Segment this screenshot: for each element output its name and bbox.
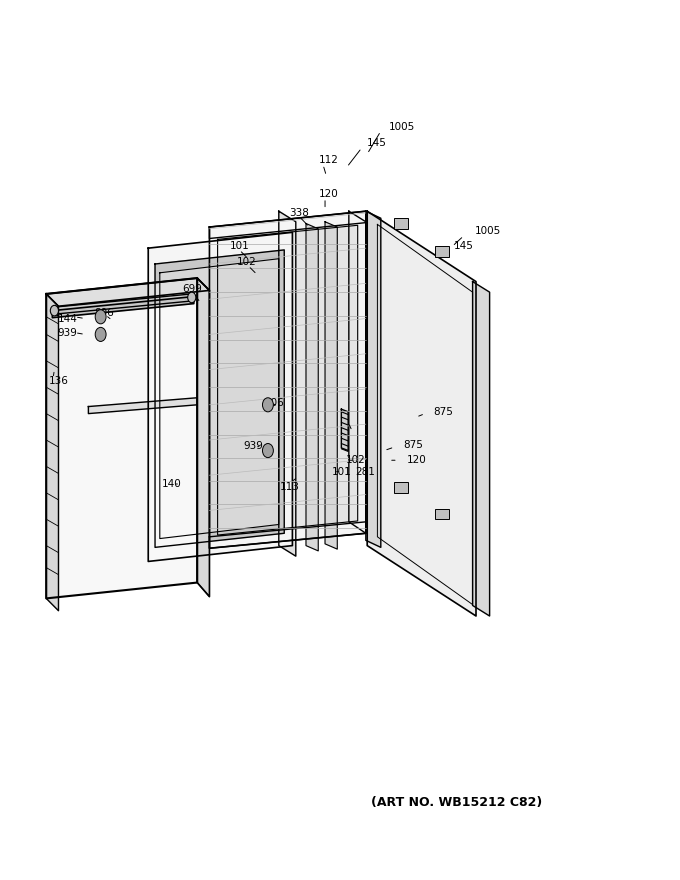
- Polygon shape: [218, 225, 358, 535]
- Polygon shape: [46, 294, 58, 611]
- Text: 101: 101: [230, 241, 250, 252]
- Polygon shape: [54, 307, 58, 316]
- Polygon shape: [473, 282, 490, 616]
- Circle shape: [262, 444, 273, 458]
- Polygon shape: [325, 222, 337, 549]
- Bar: [435, 246, 449, 257]
- Polygon shape: [148, 232, 292, 561]
- Polygon shape: [46, 278, 209, 306]
- Polygon shape: [52, 297, 194, 318]
- Text: 939: 939: [243, 441, 263, 451]
- Text: 875: 875: [403, 440, 423, 451]
- Polygon shape: [341, 409, 348, 451]
- Text: 140: 140: [162, 479, 182, 489]
- Polygon shape: [279, 211, 296, 556]
- Text: 699: 699: [182, 283, 202, 294]
- Ellipse shape: [50, 305, 58, 316]
- Bar: [394, 482, 408, 493]
- Polygon shape: [209, 522, 366, 548]
- Text: 939: 939: [58, 327, 78, 338]
- Polygon shape: [197, 278, 209, 597]
- Text: 102: 102: [237, 257, 256, 268]
- Text: 875: 875: [433, 407, 453, 417]
- Text: 113: 113: [280, 481, 300, 492]
- Circle shape: [95, 310, 106, 324]
- Text: (ART NO. WB15212 C82): (ART NO. WB15212 C82): [371, 796, 542, 809]
- Circle shape: [262, 398, 273, 412]
- Polygon shape: [367, 211, 476, 616]
- Text: 101: 101: [332, 466, 352, 477]
- Polygon shape: [306, 224, 318, 551]
- Polygon shape: [349, 211, 366, 533]
- Bar: [435, 509, 449, 519]
- Text: 120: 120: [407, 455, 426, 466]
- Circle shape: [95, 327, 106, 341]
- Text: 112: 112: [319, 155, 339, 165]
- Polygon shape: [209, 211, 366, 548]
- Text: 145: 145: [367, 138, 387, 149]
- Text: 144: 144: [58, 314, 78, 325]
- Text: 281: 281: [356, 466, 375, 477]
- Polygon shape: [209, 211, 366, 238]
- Text: 338: 338: [289, 208, 309, 218]
- Polygon shape: [88, 398, 197, 414]
- Polygon shape: [160, 259, 279, 539]
- Ellipse shape: [188, 292, 196, 303]
- Polygon shape: [46, 278, 197, 598]
- Text: 120: 120: [319, 188, 339, 199]
- Text: 806: 806: [94, 308, 114, 319]
- Bar: [394, 218, 408, 229]
- Text: 102: 102: [345, 455, 365, 466]
- Polygon shape: [155, 250, 284, 547]
- Polygon shape: [54, 294, 192, 314]
- Text: 1005: 1005: [475, 226, 501, 237]
- Text: 145: 145: [454, 241, 474, 252]
- Text: 1005: 1005: [389, 121, 415, 132]
- Text: 136: 136: [49, 376, 69, 386]
- Text: 806: 806: [264, 398, 284, 408]
- Polygon shape: [366, 211, 381, 547]
